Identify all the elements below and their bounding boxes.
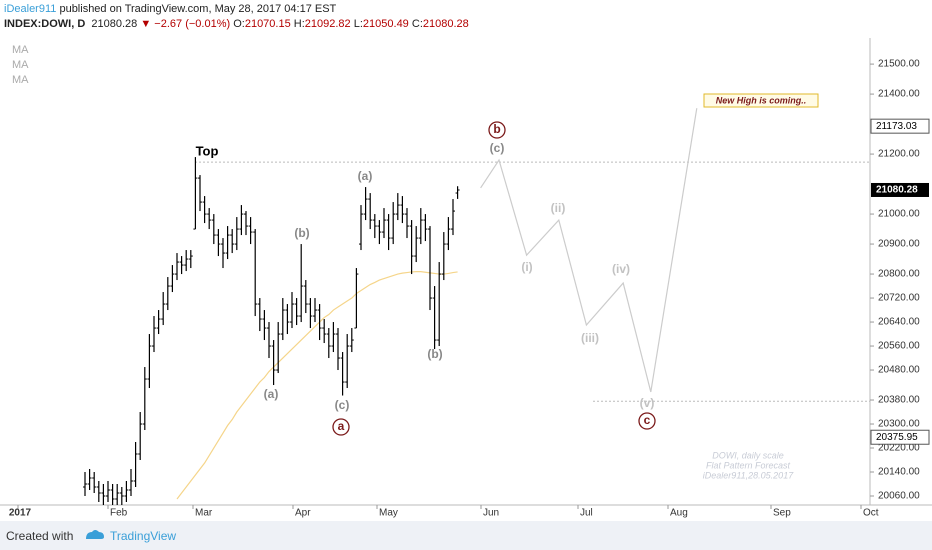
logo [86, 530, 104, 539]
wave-label: (b) [294, 226, 309, 240]
moving-average [176, 271, 458, 500]
y-tick-label: 20800.00 [878, 269, 920, 280]
brand[interactable]: TradingView [110, 529, 177, 543]
circled-label: c [644, 413, 651, 427]
y-tick-label: 20380.00 [878, 395, 920, 406]
publish-line: iDealer911 published on TradingView.com,… [4, 2, 469, 17]
wave-circle [488, 121, 506, 139]
close-label: C: [411, 18, 423, 30]
x-tick-label: Jun [483, 508, 499, 519]
y-tick-label: 21500.00 [878, 59, 920, 70]
y-tick-label: 20060.00 [878, 491, 920, 502]
x-tick-label: Aug [670, 508, 688, 519]
wave-label: (iv) [612, 262, 630, 276]
x-tick-label: Apr [295, 508, 311, 519]
y-tick-label: 20640.00 [878, 317, 920, 328]
open: 21070.15 [244, 18, 291, 30]
level-box [870, 118, 930, 134]
header: iDealer911 published on TradingView.com,… [4, 2, 469, 32]
wave-circle [332, 418, 350, 436]
watermark: DOWI, daily scale [712, 450, 784, 460]
level-box [870, 429, 930, 445]
indicator-label: MA [12, 44, 29, 56]
x-tick-label: Mar [195, 508, 213, 519]
author[interactable]: iDealer911 [4, 3, 57, 15]
y-tick-label: 21200.00 [878, 149, 920, 160]
last-price-box [871, 182, 929, 197]
chart: MA MA MA 21500.00 21400.00 21200.00 21000.00 20… [0, 38, 932, 519]
high-label: H: [293, 18, 305, 30]
created-with: Created with [6, 529, 74, 543]
x-tick-label: Oct [863, 508, 879, 519]
quote-line: INDEX:DOWI, D 21080.28 ▼ −2.67 (−0.01%) … [4, 17, 469, 32]
x-tick-label: May [379, 508, 398, 519]
wave-label: (c) [335, 398, 350, 412]
indicator-label: MA [12, 59, 29, 71]
callout-box [703, 93, 819, 108]
open-label: O: [233, 18, 245, 30]
symbol: INDEX:DOWI, D [4, 18, 86, 30]
y-tick-label: 21400.00 [878, 89, 920, 100]
price: 21080.28 [91, 18, 138, 30]
wave-label: (b) [427, 347, 442, 361]
forecast-path [480, 108, 698, 393]
wave-label: (v) [640, 396, 655, 410]
change: ▼ −2.67 (−0.01%) [140, 18, 231, 30]
y-tick-label: 20560.00 [878, 341, 920, 352]
callout: New High is coming.. [716, 95, 807, 105]
wave-label: (c) [490, 141, 505, 155]
high: 21092.82 [304, 18, 351, 30]
wave-label: (ii) [551, 201, 566, 215]
low-label: L: [353, 18, 363, 30]
wave-label: (a) [264, 387, 279, 401]
y-tick-label: 20720.00 [878, 293, 920, 304]
watermark: iDealer911,28.05.2017 [703, 470, 794, 480]
y-tick-label: 20900.00 [878, 239, 920, 250]
wave-label: (i) [521, 260, 532, 274]
published: published on TradingView.com, May 28, 20… [59, 3, 337, 15]
close: 21080.28 [422, 18, 469, 30]
circled-label: b [493, 122, 500, 136]
wave-label: (a) [358, 169, 373, 183]
y-tick-label: 20140.00 [878, 467, 920, 478]
x-tick-label: Feb [110, 508, 128, 519]
x-tick-label: Jul [580, 508, 593, 519]
wave-circle [638, 412, 656, 430]
y-tick-label: 20220.00 [878, 443, 920, 454]
y-tick-label: 21000.00 [878, 209, 920, 220]
level-label: 20375.95 [876, 432, 918, 443]
indicator-label: MA [12, 74, 29, 86]
circled-label: a [338, 419, 345, 433]
wave-label: Top [196, 143, 219, 158]
last-price-label: 21080.28 [876, 185, 918, 196]
low: 21050.49 [362, 18, 409, 30]
watermark: Flat Pattern Forecast [706, 460, 791, 470]
x-tick-label: Sep [773, 508, 791, 519]
plot [83, 108, 870, 505]
y-tick-label: 20480.00 [878, 365, 920, 376]
x-tick-label: 2017 [9, 508, 32, 519]
y-tick-label: 20300.00 [878, 419, 920, 430]
wave-label: (iii) [581, 331, 599, 345]
footer: Created with TradingView [0, 521, 932, 550]
level-label: 21173.03 [876, 121, 917, 132]
